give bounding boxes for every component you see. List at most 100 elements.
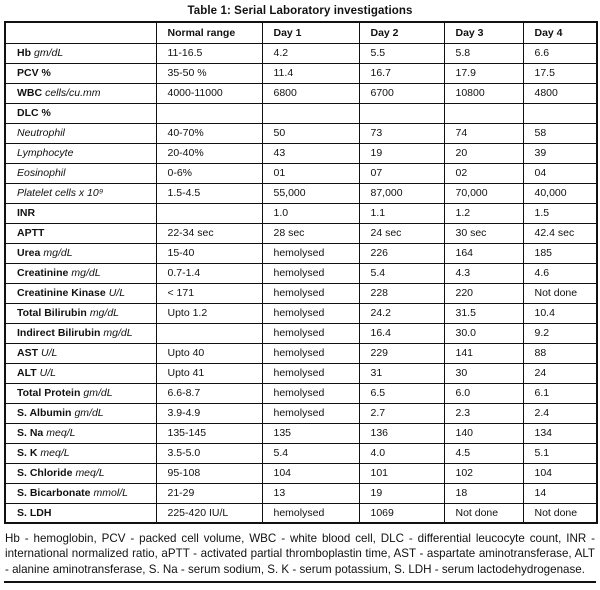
row-label: Creatinine mg/dL xyxy=(4,262,157,284)
table-cell: Not done xyxy=(522,502,598,524)
row-label: Eosinophil xyxy=(4,162,157,184)
table-cell: 164 xyxy=(443,242,524,264)
table-cell: 135-145 xyxy=(155,422,263,444)
row-label: PCV % xyxy=(4,62,157,84)
table-title: Table 1: Serial Laboratory investigation… xyxy=(187,5,413,17)
table-cell: 1.5-4.5 xyxy=(155,182,263,204)
table-cell: 0.7-1.4 xyxy=(155,262,263,284)
table-cell xyxy=(155,202,263,224)
table-cell: 226 xyxy=(358,242,445,264)
table-cell: 104 xyxy=(522,462,598,484)
table-cell: 4000-11000 xyxy=(155,82,263,104)
table-cell: 229 xyxy=(358,342,445,364)
table-header: Normal range Day 1 Day 2 Day 3 Day 4 xyxy=(4,21,598,44)
table-cell xyxy=(155,322,263,344)
header-cell-parameter xyxy=(4,21,157,44)
row-label-name: Indirect Bilirubin xyxy=(17,327,101,339)
table-cell: hemolysed xyxy=(261,402,360,424)
table-cell: hemolysed xyxy=(261,322,360,344)
row-label-name: DLC % xyxy=(17,107,51,119)
table-cell: 20-40% xyxy=(155,142,263,164)
row-label-name: S. Bicarbonate xyxy=(17,487,91,499)
table-cell: 24 sec xyxy=(358,222,445,244)
table-cell: 17.5 xyxy=(522,62,598,84)
table-cell: 15-40 xyxy=(155,242,263,264)
table-cell: hemolysed xyxy=(261,282,360,304)
table-cell: 30 xyxy=(443,362,524,384)
table-row: Lymphocyte 20-40% 43 19 20 39 xyxy=(4,142,598,164)
table-row: Neutrophil 40-70% 50 73 74 58 xyxy=(4,122,598,144)
table-cell: 4.2 xyxy=(261,42,360,64)
table-cell: 3.5-5.0 xyxy=(155,442,263,464)
table-row: WBC cells/cu.mm 4000-11000 6800 6700 10800 480… xyxy=(4,82,598,104)
abbreviations-footnote: Hb - hemoglobin, PCV - packed cell volum… xyxy=(5,532,595,576)
row-label: Indirect Bilirubin mg/dL xyxy=(4,322,157,344)
table-cell: 101 xyxy=(358,462,445,484)
row-label-name: Creatinine xyxy=(17,267,69,279)
table-cell: hemolysed xyxy=(261,362,360,384)
table-cell: Upto 41 xyxy=(155,362,263,384)
table-row: S. Bicarbonate mmol/L 21-29 13 19 18 14 xyxy=(4,482,598,504)
table-cell: 1069 xyxy=(358,502,445,524)
table-cell: hemolysed xyxy=(261,302,360,324)
table-cell: 11-16.5 xyxy=(155,42,263,64)
table-cell: 1.0 xyxy=(261,202,360,224)
row-label-unit: Lymphocyte xyxy=(17,147,74,159)
table-cell: 43 xyxy=(261,142,360,164)
table-cell: 136 xyxy=(358,422,445,444)
table-cell: 74 xyxy=(443,122,524,144)
table-cell: 1.2 xyxy=(443,202,524,224)
table-cell: 95-108 xyxy=(155,462,263,484)
table-cell: 134 xyxy=(522,422,598,444)
header-cell: Day 2 xyxy=(358,21,445,44)
row-label-name: INR xyxy=(17,207,36,219)
row-label: Lymphocyte xyxy=(4,142,157,164)
table-cell: 6700 xyxy=(358,82,445,104)
table-cell xyxy=(443,102,524,124)
table-cell xyxy=(261,102,360,124)
row-label-unit: Platelet cells x 10⁹ xyxy=(17,187,104,199)
header-cell: Day 3 xyxy=(443,21,524,44)
table-cell: 9.2 xyxy=(522,322,598,344)
row-label-name: Urea xyxy=(17,247,41,259)
table-cell: 4.5 xyxy=(443,442,524,464)
table-row: S. LDH 225-420 IU/L hemolysed 1069 Not done N… xyxy=(4,502,598,524)
row-label-unit: gm/dL xyxy=(83,387,113,399)
table-cell: 225-420 IU/L xyxy=(155,502,263,524)
table-cell xyxy=(522,102,598,124)
row-label-unit: mg/dL xyxy=(89,307,119,319)
table-cell: 17.9 xyxy=(443,62,524,84)
row-label-name: APTT xyxy=(17,227,45,239)
table-cell: 22-34 sec xyxy=(155,222,263,244)
table-cell: 140 xyxy=(443,422,524,444)
header-cell: Day 1 xyxy=(261,21,360,44)
table-cell: 185 xyxy=(522,242,598,264)
table-cell: 6.6-8.7 xyxy=(155,382,263,404)
row-label-unit: gm/dL xyxy=(74,407,104,419)
table-cell: 04 xyxy=(522,162,598,184)
table-row: PCV % 35-50 % 11.4 16.7 17.9 17.5 xyxy=(4,62,598,84)
row-label: INR xyxy=(4,202,157,224)
row-label-name: S. LDH xyxy=(17,506,52,519)
row-label-unit: mmol/L xyxy=(93,487,128,499)
row-label: Hb gm/dL xyxy=(4,42,157,64)
row-label: DLC % xyxy=(4,102,157,124)
table-cell: 55,000 xyxy=(261,182,360,204)
table-cell: hemolysed xyxy=(261,242,360,264)
header-row: Normal range Day 1 Day 2 Day 3 Day 4 xyxy=(4,21,598,44)
row-label: S. Chloride meq/L xyxy=(4,462,157,484)
table-row: DLC % xyxy=(4,102,598,124)
table-cell: 2.7 xyxy=(358,402,445,424)
row-label: AST U/L xyxy=(4,342,157,364)
table-row: INR 1.0 1.1 1.2 1.5 xyxy=(4,202,598,224)
table-cell: Upto 40 xyxy=(155,342,263,364)
table-cell: 87,000 xyxy=(358,182,445,204)
table-row: Creatinine Kinase U/L < 171 hemolysed 228 220… xyxy=(4,282,598,304)
table-cell: 28 sec xyxy=(261,222,360,244)
table-cell: 135 xyxy=(261,422,360,444)
table-row: Indirect Bilirubin mg/dL hemolysed 16.4 30.0… xyxy=(4,322,598,344)
table-cell: 0-6% xyxy=(155,162,263,184)
table-cell: 16.4 xyxy=(358,322,445,344)
table-cell: 24 xyxy=(522,362,598,384)
table-row: AST U/L Upto 40 hemolysed 229 141 88 xyxy=(4,342,598,364)
